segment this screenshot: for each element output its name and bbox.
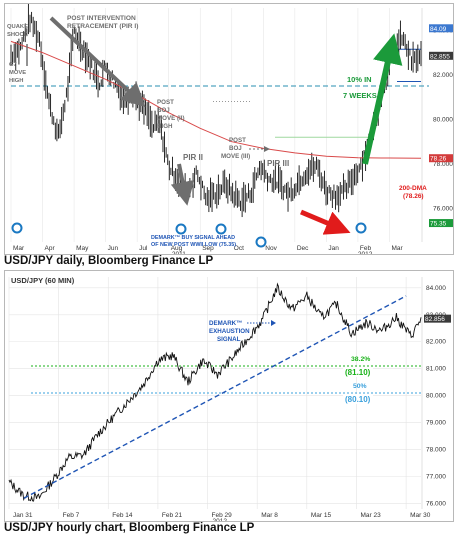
annotation-boj-ii: POST <box>157 99 174 106</box>
y-tick-label: 82.000 <box>426 339 446 346</box>
price-tag-label: 84.09 <box>430 26 447 33</box>
daily-chart-svg: Mar Apr May Jun Jul Aug Sep Oct Nov Dec Jan Feb Mar 2… <box>7 4 453 254</box>
x-tick-label: Mar 23 <box>360 512 381 519</box>
retracement-382-value: (81.10) <box>345 368 371 377</box>
annotation-ma: (78.26) <box>403 193 424 200</box>
price-tag <box>429 219 453 228</box>
x-tick-label: Feb 7 <box>63 512 80 519</box>
x-tick-label: Feb 21 <box>162 512 183 519</box>
annotation-boj-ii: HIGH <box>157 123 173 130</box>
annotation-rally: 7 WEEKS <box>343 91 377 100</box>
retracement-382-label: 38.2% <box>351 356 370 363</box>
demark-circle <box>355 222 367 234</box>
y-tick-label: 84.000 <box>426 285 446 292</box>
price-tag-label: 82.855 <box>430 53 450 60</box>
demark-circle <box>215 223 227 235</box>
y-tick-label: 81.000 <box>426 366 446 373</box>
annotation-ma: 200-DMA <box>399 185 427 192</box>
year-label: 2012 <box>213 518 228 521</box>
y-tick-label: 77.000 <box>426 474 446 481</box>
annotation-quake: QUAKE <box>7 24 28 30</box>
price-tag <box>429 51 453 60</box>
x-tick-label: Feb <box>360 245 372 252</box>
y-tick-label: 82.000 <box>433 72 453 79</box>
x-tick-label: Apr <box>45 245 56 252</box>
x-tick-label: Jul <box>139 245 148 252</box>
x-tick-label: Mar 8 <box>261 512 278 519</box>
demark-pointer-head <box>271 320 276 326</box>
annotation-rally: 10% IN <box>347 75 372 84</box>
rally-arrow <box>362 33 403 165</box>
x-tick-label: Jun <box>108 245 119 252</box>
hourly-chart-caption: USD/JPY hourly chart, Bloomberg Finance … <box>4 522 255 534</box>
x-tick-label: May <box>76 245 89 252</box>
annotation-g7: HIGH <box>9 78 24 84</box>
ma-200-line <box>10 40 422 159</box>
y-tick-label: 76.000 <box>426 501 446 508</box>
y-tick-label: 76.000 <box>433 206 453 213</box>
annotation-boj-ii: MOVE (II) <box>157 115 185 122</box>
y-tick-label: 78.000 <box>433 161 453 168</box>
x-tick-label: Mar 15 <box>311 512 332 519</box>
annotation-demark-buy: OF NEW POST WWII LOW (75.35) <box>151 242 236 248</box>
x-tick-label: Sep <box>202 245 214 252</box>
annotation-demark: SIGNAL <box>217 336 241 343</box>
x-tick-label: Feb 29 <box>212 512 233 519</box>
annotation-pir-i: RETRACEMENT (PIR I) <box>67 23 138 30</box>
daily-chart-panel: Mar Apr May Jun Jul Aug Sep Oct Nov Dec Jan Feb Mar 2… <box>4 3 454 255</box>
price-tag-label: 75.35 <box>430 221 447 228</box>
annotation-pir-iii: PIR III <box>267 159 289 168</box>
x-tick-label: Mar 30 <box>410 512 431 519</box>
hourly-chart-panel: USD/JPY (60 MIN) 38.2% (81.10) 50% (80.10) DE… <box>4 270 454 522</box>
price-line <box>8 282 422 502</box>
x-tick-label: Jan <box>328 245 339 252</box>
trend-line <box>23 295 407 499</box>
drop-arrow <box>300 209 351 235</box>
annotation-g7: MOVE <box>9 70 26 76</box>
annotation-demark-buy: DEMARK™ BUY SIGNAL AHEAD <box>151 235 235 241</box>
label-backdrop <box>343 394 373 404</box>
demark-circle <box>11 222 23 234</box>
y-tick-label: 80.000 <box>433 116 453 123</box>
demark-circle <box>255 236 267 248</box>
x-tick-label: Dec <box>297 245 309 252</box>
daily-chart-caption: USD/JPY daily, Bloomberg Finance LP <box>4 255 214 267</box>
price-tag-label: 78.26 <box>430 156 447 163</box>
y-tick-label: 79.000 <box>426 420 446 427</box>
annotation-boj-ii: BOJ <box>157 107 170 114</box>
price-tag-label: 82.856 <box>425 316 445 323</box>
x-tick-label: Mar <box>13 245 25 252</box>
price-tag <box>424 314 451 323</box>
annotation-boj-iii: MOVE (III) <box>221 153 250 160</box>
x-tick-label: Feb 14 <box>112 512 133 519</box>
annotation-boj-iii: POST <box>229 137 246 144</box>
price-tag <box>429 24 453 33</box>
year-label: 2011 <box>172 251 186 254</box>
retracement-50-label: 50% <box>353 383 367 390</box>
demark-circle <box>175 223 187 235</box>
annotation-demark: DEMARK™ <box>209 320 242 327</box>
hourly-chart-svg: USD/JPY (60 MIN) 38.2% (81.10) 50% (80.10) DE… <box>8 276 451 521</box>
annotation-demark: EXHAUSTION <box>209 328 250 335</box>
pir-ii-arrow <box>170 163 195 206</box>
retracement-arrow <box>49 16 146 108</box>
annotation-pir-i: POST INTERVENTION <box>67 15 136 22</box>
annotation-pir-ii: PIR II <box>183 153 203 162</box>
x-tick-label: Jan 31 <box>13 512 33 519</box>
retracement-50-value: (80.10) <box>345 395 371 404</box>
label-backdrop <box>343 367 373 378</box>
price-tag <box>429 154 453 163</box>
annotation-quake: SHOCK <box>7 32 29 38</box>
annotation-boj-iii: BOJ <box>229 145 242 152</box>
annotation-g7: G7 <box>9 62 17 68</box>
chart-title: USD/JPY (60 MIN) <box>11 276 75 285</box>
x-tick-label: Nov <box>265 245 277 252</box>
x-tick-label: Aug <box>171 245 183 252</box>
y-tick-label: 78.000 <box>426 447 446 454</box>
x-tick-label: Mar <box>391 245 403 252</box>
x-tick-label: Oct <box>234 245 244 252</box>
year-label: 2012 <box>358 251 373 254</box>
y-tick-label: 80.000 <box>426 393 446 400</box>
